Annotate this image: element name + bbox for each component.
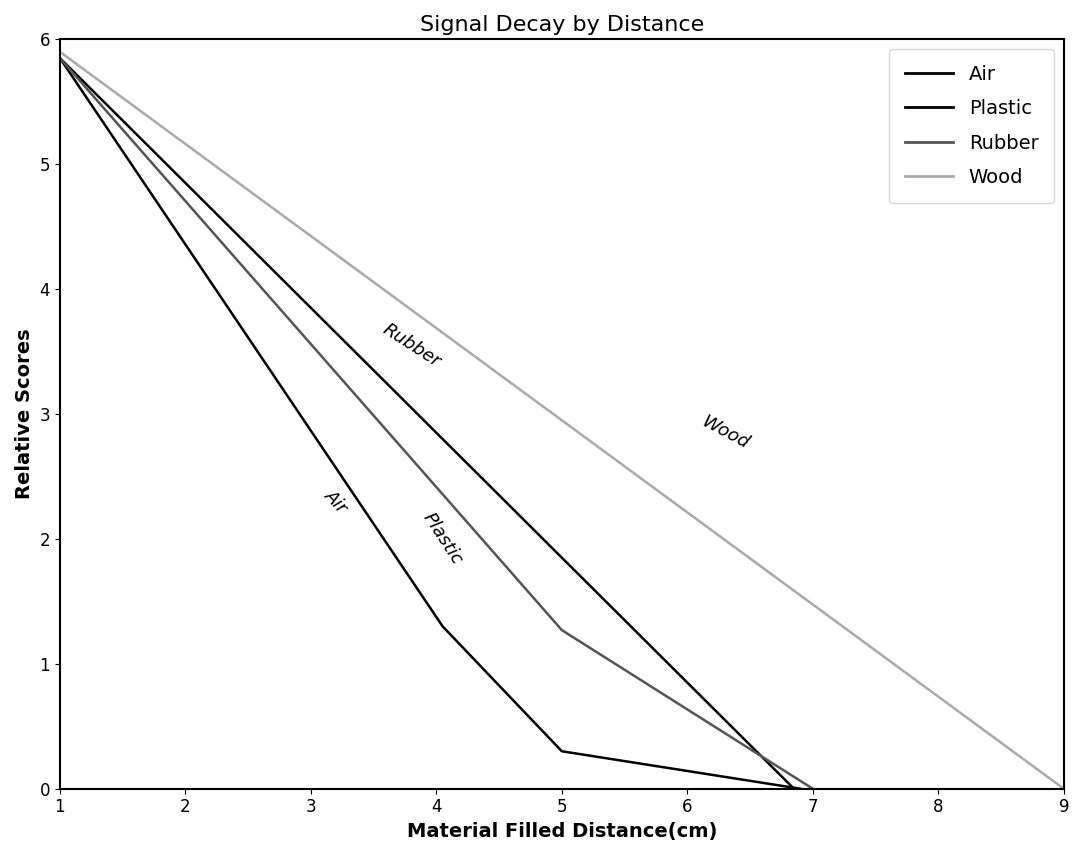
Rubber [806, 783, 820, 794]
Text: Plastic: Plastic [420, 509, 466, 568]
Text: Rubber: Rubber [379, 320, 443, 371]
Plastic [53, 53, 66, 63]
Legend: Air, Plastic, Rubber, Wood: Air, Plastic, Rubber, Wood [889, 49, 1054, 203]
Plastic [436, 621, 449, 632]
Rubber [53, 53, 66, 63]
Plastic [793, 783, 806, 794]
Text: Air: Air [321, 486, 351, 517]
Rubber [555, 625, 568, 635]
Line: Plastic: Plastic [60, 58, 800, 788]
Title: Signal Decay by Distance: Signal Decay by Distance [420, 15, 704, 35]
X-axis label: Material Filled Distance(cm): Material Filled Distance(cm) [406, 822, 717, 841]
Y-axis label: Relative Scores: Relative Scores [15, 329, 34, 499]
Text: Wood: Wood [698, 413, 751, 453]
Plastic [555, 746, 568, 757]
Line: Rubber: Rubber [60, 58, 813, 788]
